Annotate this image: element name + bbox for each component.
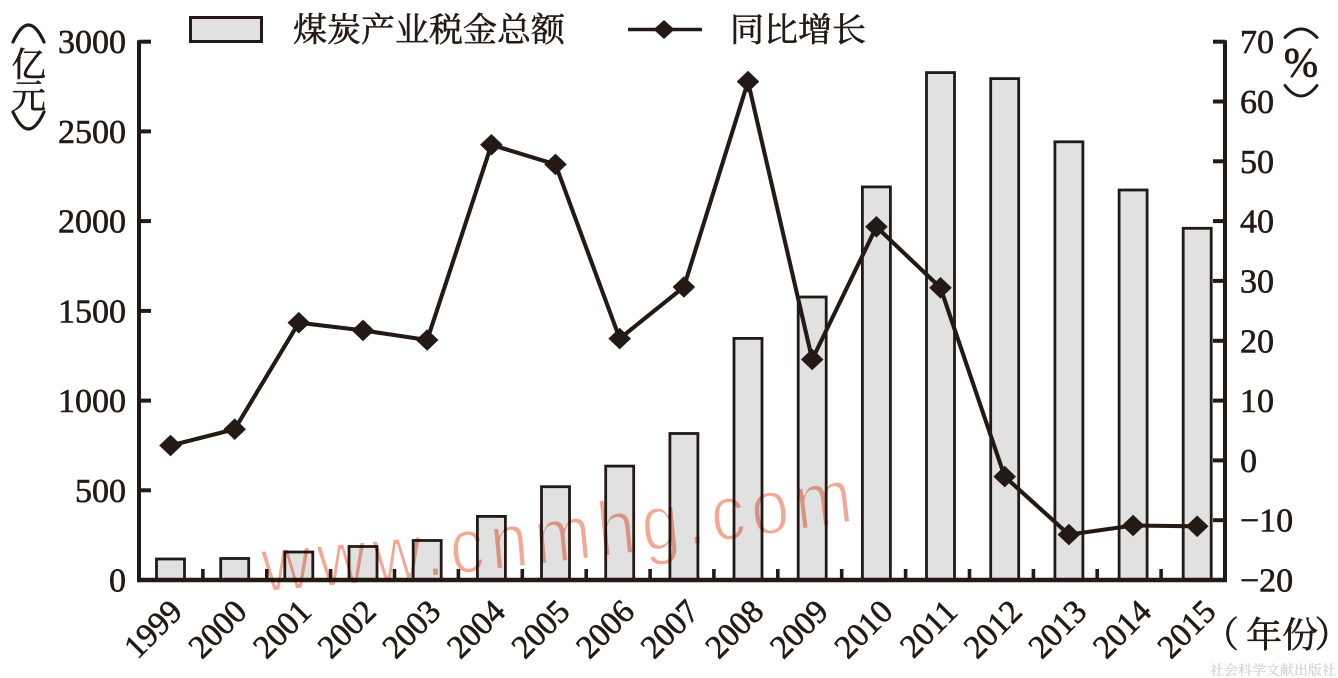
svg-text:2007: 2007 [634, 594, 706, 666]
svg-text:−20: −20 [1240, 563, 1293, 600]
svg-text:500: 500 [75, 473, 126, 510]
svg-text:10: 10 [1240, 383, 1274, 420]
svg-text:60: 60 [1240, 84, 1274, 121]
svg-text:70: 70 [1240, 24, 1274, 61]
svg-text:2004: 2004 [441, 594, 513, 666]
svg-text:2003: 2003 [376, 594, 448, 666]
svg-text:2500: 2500 [58, 114, 126, 151]
svg-text:2002: 2002 [311, 594, 383, 666]
svg-text:40: 40 [1240, 204, 1274, 241]
svg-text:2000: 2000 [182, 594, 254, 666]
svg-text:0: 0 [109, 563, 126, 600]
svg-text:0: 0 [1240, 443, 1257, 480]
svg-text:%: % [1284, 39, 1318, 85]
svg-text:2005: 2005 [505, 594, 577, 666]
svg-text:1999: 1999 [118, 594, 190, 666]
svg-text:2006: 2006 [570, 594, 642, 666]
svg-text:2011: 2011 [894, 594, 965, 665]
svg-text:2012: 2012 [957, 594, 1029, 666]
svg-text:2010: 2010 [828, 594, 900, 666]
svg-text:2013: 2013 [1022, 594, 1094, 666]
svg-text:1000: 1000 [58, 383, 126, 420]
svg-text:50: 50 [1240, 144, 1274, 181]
svg-text:2000: 2000 [58, 204, 126, 241]
svg-text:2015: 2015 [1151, 594, 1223, 666]
svg-text:www.cnmhg.com: www.cnmhg.com [257, 450, 862, 609]
svg-text:2014: 2014 [1087, 594, 1159, 666]
svg-text:2009: 2009 [764, 594, 836, 666]
svg-text:1500: 1500 [58, 293, 126, 330]
svg-text:3000: 3000 [58, 24, 126, 61]
svg-text:30: 30 [1240, 263, 1274, 300]
svg-text:−10: −10 [1240, 503, 1293, 540]
svg-text:2008: 2008 [699, 594, 771, 666]
svg-text:20: 20 [1240, 323, 1274, 360]
